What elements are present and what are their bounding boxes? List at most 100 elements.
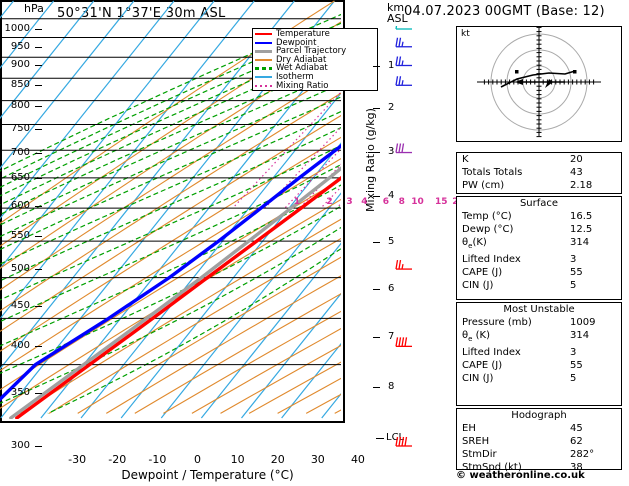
temperature-tick-label: 30 (310, 453, 325, 466)
legend-item-mixing-ratio: Mixing Ratio (255, 81, 375, 91)
stat-row: Temp (°C) 16.5 (457, 210, 621, 223)
stat-value: 5 (570, 280, 577, 291)
altitude-tick (373, 336, 380, 338)
legend-label: Temperature (276, 29, 330, 39)
legend-label: Dry Adiabat (276, 54, 327, 65)
altitude-tick (373, 386, 380, 388)
stat-label: PW (cm) (462, 180, 505, 191)
hodograph-unit-label: kt (461, 29, 470, 39)
pressure-tick-label: 300 (10, 440, 30, 451)
stat-row: CAPE (J) 55 (457, 359, 621, 372)
stat-value: 314 (570, 237, 590, 248)
date-title: 04.07.2023 00GMT (Base: 12) (404, 4, 605, 19)
stat-label: θe (K) (462, 330, 490, 343)
most-unstable-panel: Most Unstable Pressure (mb) 1009 θe (K) 314 L… (456, 302, 622, 406)
pressure-tick (35, 29, 42, 30)
pressure-tick (35, 178, 42, 180)
altitude-axis-unit: km ASL (387, 2, 408, 24)
stat-value: 314 (570, 330, 590, 341)
stat-row: SREH 62 (457, 435, 621, 448)
altitude-tick (373, 289, 380, 291)
parcel-trajectory-curve (9, 166, 341, 419)
legend-swatch (255, 84, 272, 88)
legend-swatch (255, 67, 272, 70)
stat-row: θe(K) 314 (457, 236, 621, 253)
stat-label: θe(K) (462, 237, 487, 250)
lcl-tick (376, 438, 384, 439)
legend-swatch (255, 50, 272, 53)
mixing-ratio-label: 8 (398, 196, 405, 207)
mixing-ratio-label: 15 (434, 196, 448, 207)
temperature-tick-label: -30 (68, 453, 87, 466)
legend-item-isotherm: Isotherm (255, 73, 375, 82)
legend-swatch (255, 58, 272, 62)
stat-value: 282° (570, 449, 595, 460)
pressure-tick-label: 750 (10, 122, 30, 134)
legend-item-temperature: Temperature (255, 29, 375, 39)
stat-value: 5 (570, 373, 577, 384)
stat-row: StmSpd (kt) 38 (457, 461, 621, 474)
stat-row: EH 45 (457, 422, 621, 435)
stat-row: CIN (J) 5 (457, 279, 621, 292)
altitude-tick-label: 1 (388, 59, 395, 71)
pressure-tick-label: 350 (10, 386, 30, 398)
stat-value: 12.5 (570, 224, 593, 235)
stat-row: Lifted Index 3 (457, 253, 621, 266)
pressure-tick (35, 65, 42, 67)
stat-value: 3 (570, 254, 577, 265)
stat-value: 38 (570, 462, 583, 473)
pressure-tick (35, 128, 42, 130)
stat-value: 20 (570, 154, 583, 165)
hodograph-plot: kt (456, 26, 622, 142)
mixing-ratio-label: 2 (326, 196, 333, 207)
stat-value: 1009 (570, 317, 596, 328)
skewt-canvas (0, 0, 341, 419)
temperature-tick-label: -10 (148, 453, 167, 466)
wet-adiabat-lines (0, 13, 341, 414)
stat-value: 3 (570, 347, 577, 358)
dewpoint-curve (0, 143, 341, 402)
legend: Temperature Dewpoint Parcel Trajectory Dry … (252, 28, 378, 91)
pressure-tick (35, 46, 42, 48)
pressure-tick (35, 85, 42, 87)
temperature-curve (15, 175, 341, 419)
stat-value: 55 (570, 267, 583, 278)
skewt-plot: Temperature Dewpoint Parcel Trajectory Dry … (0, 0, 378, 423)
stat-label: Totals Totals (462, 167, 523, 178)
wind-barb-column (392, 19, 436, 449)
stat-row: Totals Totals 43 (457, 166, 621, 179)
legend-item-dewpoint: Dewpoint (255, 37, 375, 48)
stat-value: 45 (570, 423, 583, 434)
pressure-tick-label: 650 (10, 172, 30, 184)
stat-label: Temp (°C) (462, 211, 512, 222)
stat-row: Pressure (mb) 1009 (457, 316, 621, 329)
pressure-tick-label: 550 (10, 230, 30, 242)
altitude-tick-label: 8 (388, 380, 395, 392)
pressure-tick-label: 800 (10, 100, 30, 112)
stat-value: 2.18 (570, 180, 593, 191)
pressure-tick (35, 346, 42, 348)
legend-label: Dewpoint (276, 37, 317, 48)
pressure-tick-label: 450 (10, 299, 30, 311)
stat-row: StmDir 282° (457, 448, 621, 461)
pressure-tick-label: 1000 (4, 23, 30, 34)
pressure-axis-unit: hPa (24, 2, 44, 15)
legend-item-dry-adiabat: Dry Adiabat (255, 54, 375, 65)
altitude-tick-label: 7 (388, 330, 395, 342)
pressure-tick (35, 446, 42, 447)
altitude-tick (373, 152, 380, 154)
pressure-tick-label: 600 (10, 199, 30, 211)
pressure-tick (35, 106, 42, 108)
altitude-tick (373, 65, 380, 67)
pressure-tick-label: 850 (10, 79, 30, 91)
altitude-tick (373, 108, 380, 110)
stat-value: 16.5 (570, 211, 593, 222)
stat-label: StmSpd (kt) (462, 462, 522, 473)
mixing-ratio-label: 6 (382, 196, 390, 207)
stat-label: CAPE (J) (462, 267, 503, 278)
altitude-unit-asl: ASL (387, 12, 408, 25)
altitude-tick-label: 3 (388, 146, 395, 158)
stat-label: StmDir (462, 449, 497, 460)
stat-label: SREH (462, 436, 490, 447)
